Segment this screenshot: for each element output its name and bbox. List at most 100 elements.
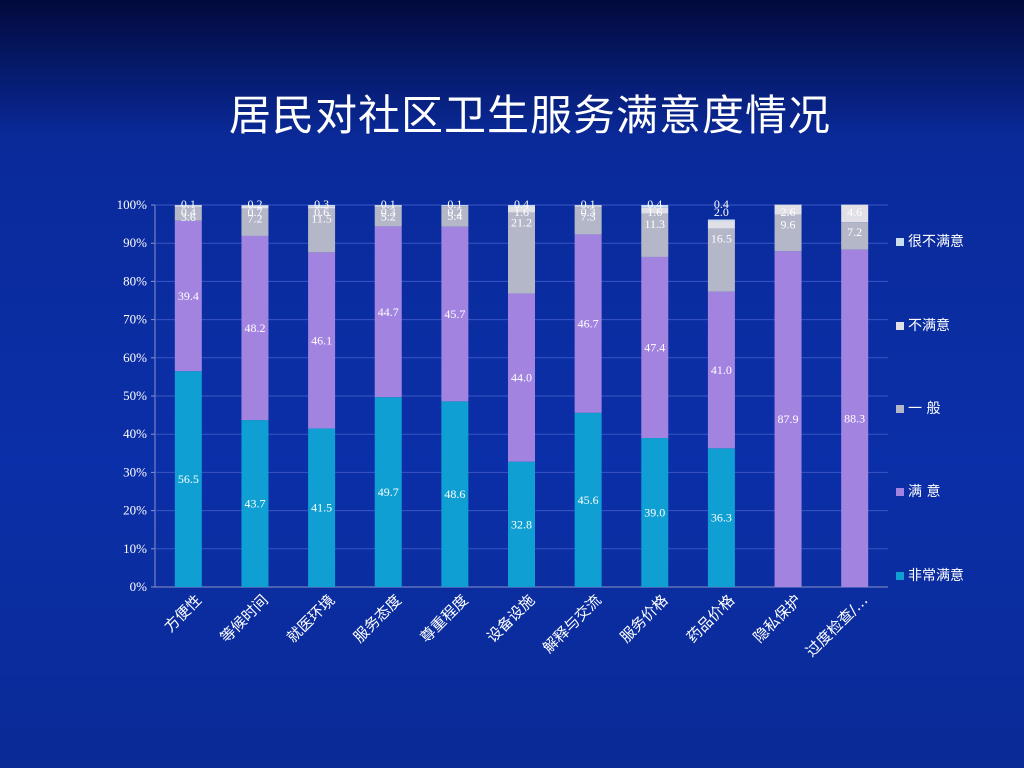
bar-segment <box>707 291 735 449</box>
bar-segment <box>441 401 469 587</box>
x-tick-label: 尊重程度 <box>417 591 472 646</box>
data-label: 3.6 <box>181 210 196 224</box>
x-tick-label: 服务价格 <box>616 591 671 646</box>
bar-segment <box>241 420 269 587</box>
data-label: 7.2 <box>847 225 862 239</box>
bar-segment <box>374 205 402 207</box>
bar-segment <box>441 226 469 402</box>
x-tick-label: 等候时间 <box>217 591 272 646</box>
data-label: 0.1 <box>447 197 462 211</box>
slide-title: 居民对社区卫生服务满意度情况 <box>228 91 831 140</box>
bar-segment <box>841 204 869 223</box>
data-label: 0.7 <box>247 205 262 219</box>
data-label: 45.6 <box>578 493 599 507</box>
data-label: 48.6 <box>444 487 465 501</box>
legend-label: 不满意 <box>908 317 950 334</box>
legend-swatch <box>896 488 904 496</box>
bar-segment <box>774 204 802 215</box>
data-label: 5.4 <box>447 209 462 223</box>
bar-segment <box>574 206 602 235</box>
data-label: 32.8 <box>511 517 532 531</box>
bar-segment <box>508 293 535 462</box>
bar-segment <box>374 206 402 227</box>
data-label: 21.2 <box>511 216 532 230</box>
legend-swatch <box>896 405 904 413</box>
legend-label: 一 般 <box>908 401 940 417</box>
bar-segment <box>374 397 402 587</box>
y-tick-label: 20% <box>123 503 147 518</box>
data-label: 88.3 <box>844 411 865 425</box>
data-label: 39.0 <box>644 506 665 520</box>
data-label: 43.7 <box>244 497 265 511</box>
bar-segment <box>308 428 336 587</box>
bar-segment <box>241 208 269 236</box>
x-tick-label: 设备设施 <box>483 591 538 646</box>
data-label: 41.0 <box>711 363 732 377</box>
data-label: 0.1 <box>581 197 596 211</box>
data-label: 0.2 <box>447 205 462 219</box>
data-label: 46.7 <box>578 317 599 331</box>
legend-label: 满 意 <box>908 483 940 500</box>
y-tick-label: 10% <box>123 541 147 556</box>
bar-segment <box>641 207 669 214</box>
data-label: 48.2 <box>244 321 265 335</box>
bar-segment <box>508 206 535 213</box>
bar-segment <box>774 251 802 588</box>
legend-swatch <box>896 238 904 246</box>
bar-segment <box>707 221 735 229</box>
data-label: 36.3 <box>711 511 732 525</box>
data-label: 47.4 <box>644 340 665 354</box>
bar-segment <box>441 206 469 227</box>
bar-segment <box>508 205 535 207</box>
y-tick-label: 50% <box>123 388 147 403</box>
bar-segment <box>641 438 669 587</box>
bar-segment <box>308 208 336 253</box>
data-label: 0.6 <box>314 205 329 219</box>
data-label: 41.5 <box>311 501 332 515</box>
y-tick-label: 70% <box>123 312 147 327</box>
data-label: 0.4 <box>647 197 662 211</box>
data-label: 7.2 <box>247 211 262 225</box>
data-label: 5.2 <box>381 210 396 224</box>
data-label: 9.6 <box>781 218 796 232</box>
bar-segment <box>508 461 535 587</box>
y-tick-label: 80% <box>123 273 147 288</box>
bar-segment <box>308 252 336 429</box>
bar-segment <box>707 448 735 587</box>
bar-segment <box>641 256 669 439</box>
bar-segment <box>441 205 469 207</box>
bar-segment <box>174 371 202 587</box>
data-label: 44.7 <box>378 305 399 319</box>
y-tick-label: 0% <box>130 579 148 594</box>
y-tick-label: 60% <box>123 350 147 365</box>
data-label: 49.7 <box>378 485 399 499</box>
bar-segment <box>841 222 869 250</box>
y-tick-label: 100% <box>117 197 148 212</box>
bar-segment <box>774 214 802 252</box>
data-label: 1.6 <box>647 205 662 219</box>
data-label: 0.3 <box>581 205 596 219</box>
bar-segment <box>574 234 602 413</box>
bar-segment <box>574 412 602 587</box>
y-tick-label: 30% <box>123 464 147 479</box>
data-label: 0.4 <box>514 197 529 211</box>
legend-label: 很不满意 <box>908 233 964 250</box>
bar-segment <box>841 249 869 587</box>
data-label: 87.9 <box>778 412 799 426</box>
data-label: 11.3 <box>644 217 665 231</box>
y-axis-ticks: 0% 10% 20% 30% 40% 50% 60% 70% 80% 90% 100% <box>117 197 155 594</box>
legend-swatch <box>896 572 904 580</box>
data-label: 4.6 <box>847 205 862 219</box>
data-label: 0.3 <box>381 205 396 219</box>
x-tick-label: 解释与交流 <box>539 591 605 657</box>
data-label: 56.5 <box>178 472 199 486</box>
data-label: 2.6 <box>781 205 796 219</box>
data-label: 1.6 <box>514 205 529 219</box>
bar-segment <box>707 228 735 292</box>
bar-segment <box>641 205 669 208</box>
data-label: 16.5 <box>711 232 732 246</box>
data-label: 44.0 <box>511 371 532 385</box>
bar-segment <box>574 205 602 207</box>
bar-segment <box>508 212 535 294</box>
